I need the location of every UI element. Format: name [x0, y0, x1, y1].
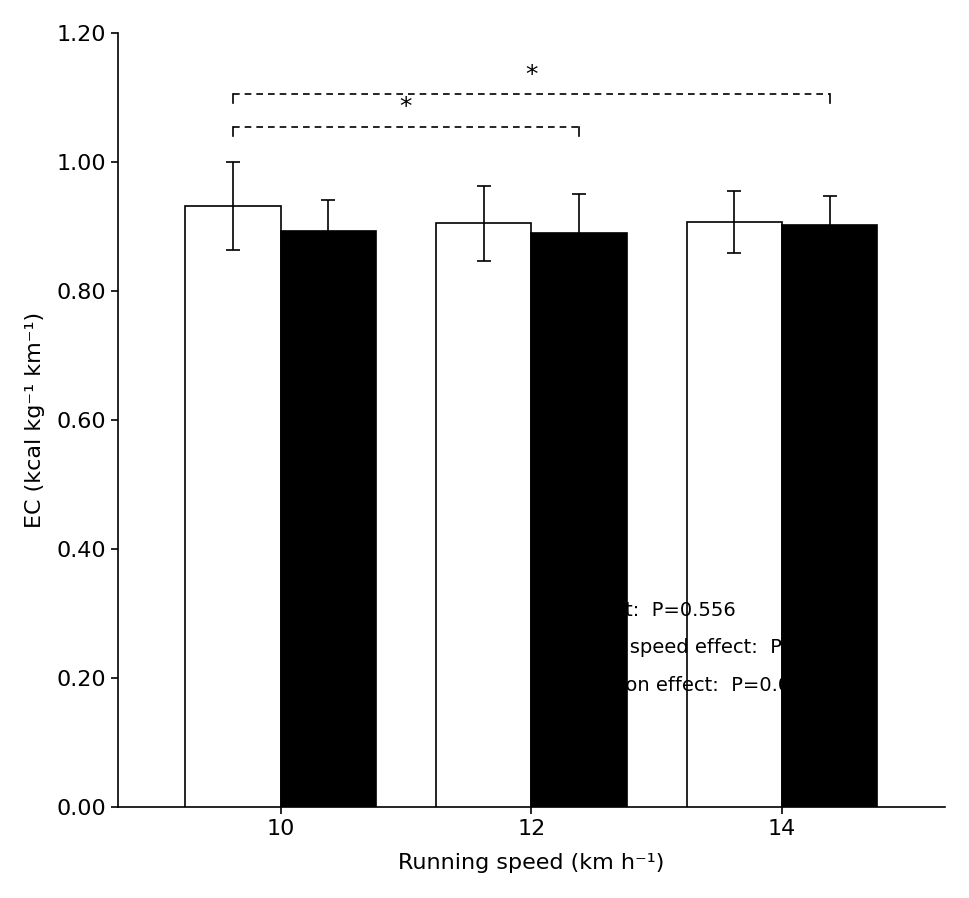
Text: *: * [524, 63, 537, 86]
X-axis label: Running speed (km h⁻¹): Running speed (km h⁻¹) [397, 853, 664, 873]
Bar [436, 224, 531, 807]
Y-axis label: EC (kcal kg⁻¹ km⁻¹): EC (kcal kg⁻¹ km⁻¹) [25, 313, 45, 528]
Bar [531, 233, 626, 807]
Text: Interaction effect:  P=0.025: Interaction effect: P=0.025 [544, 675, 814, 695]
Bar [781, 224, 876, 807]
Bar [686, 222, 781, 807]
Bar [185, 206, 280, 807]
Text: DF effect:  P=0.556: DF effect: P=0.556 [544, 601, 735, 620]
Text: Running speed effect:  P=0.022: Running speed effect: P=0.022 [544, 638, 853, 657]
Bar [280, 231, 376, 807]
Text: *: * [399, 95, 412, 119]
